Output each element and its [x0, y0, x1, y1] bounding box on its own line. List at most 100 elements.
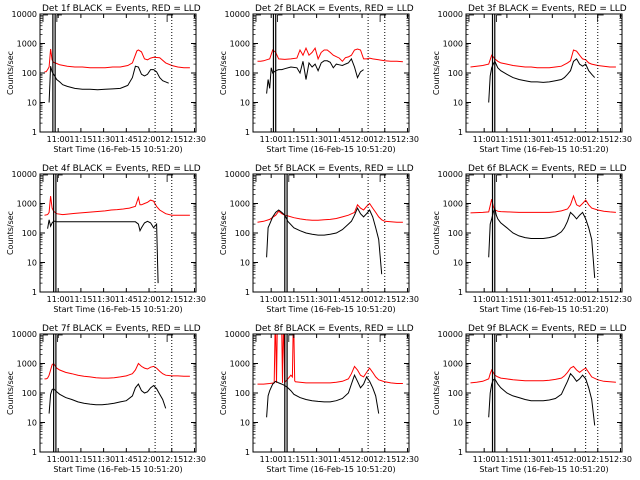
y-tick-label: 100 — [448, 389, 463, 398]
interval-marker-icon — [597, 334, 604, 342]
x-tick-label: 11:00 — [260, 135, 283, 144]
x-tick-label: 11:00 — [47, 135, 70, 144]
lld-series-line — [44, 195, 190, 216]
interval-marker-icon — [255, 14, 261, 22]
lld-series-line — [257, 46, 403, 63]
y-tick-label: 10 — [240, 259, 250, 268]
interval-marker-icon — [496, 174, 502, 182]
x-tick-label: 11:15 — [69, 135, 92, 144]
plot-frame — [252, 13, 410, 133]
y-tick-label: 10 — [27, 259, 37, 268]
y-tick-label: 1000 — [230, 360, 250, 369]
x-tick-label: 11:00 — [47, 295, 70, 304]
x-tick-label: 12:15 — [586, 455, 609, 464]
x-tick-label: 11:30 — [305, 455, 328, 464]
panel-title: Det 8f BLACK = Events, RED = LLD — [255, 324, 414, 334]
interval-marker-icon — [468, 334, 474, 342]
x-tick-label: 12:15 — [373, 295, 396, 304]
events-series-line — [488, 58, 596, 103]
y-tick-label: 100 — [235, 389, 250, 398]
y-tick-label: 1000 — [17, 40, 37, 49]
y-tick-label: 10000 — [438, 170, 463, 179]
panel-title: Det 9f BLACK = Events, RED = LLD — [468, 324, 627, 334]
events-series-line — [266, 206, 383, 275]
y-tick-label: 1000 — [230, 200, 250, 209]
plot-frame — [252, 173, 410, 293]
panel-title: Det 6f BLACK = Events, RED = LLD — [468, 164, 627, 174]
x-tick-label: 12:00 — [564, 135, 587, 144]
y-tick-label: 100 — [448, 229, 463, 238]
x-axis-label: Start Time (16-Feb-15 10:51:20) — [266, 305, 395, 314]
x-tick-label: 11:45 — [328, 295, 351, 304]
interval-marker-icon — [597, 14, 604, 22]
x-tick-label: 12:30 — [396, 455, 419, 464]
y-tick-label: 100 — [448, 69, 463, 78]
x-tick-label: 11:45 — [115, 135, 138, 144]
x-tick-label: 12:00 — [564, 295, 587, 304]
x-tick-label: 11:45 — [328, 455, 351, 464]
x-tick-label: 12:15 — [586, 295, 609, 304]
events-series-line — [488, 206, 596, 278]
x-tick-label: 12:30 — [609, 295, 632, 304]
interval-marker-icon — [277, 14, 283, 22]
x-tick-label: 12:00 — [138, 135, 161, 144]
interval-marker-icon — [255, 334, 261, 342]
events-series-line — [266, 373, 380, 418]
x-tick-label: 12:30 — [183, 455, 206, 464]
x-tick-label: 12:30 — [396, 135, 419, 144]
x-tick-label: 11:45 — [541, 135, 564, 144]
interval-marker-icon — [496, 334, 502, 342]
x-tick-label: 11:30 — [92, 295, 115, 304]
y-tick-label: 1 — [32, 128, 37, 137]
x-axis-label: Start Time (16-Feb-15 10:51:20) — [53, 465, 182, 474]
panel-title: Det 2f BLACK = Events, RED = LLD — [255, 4, 414, 14]
y-tick-label: 10 — [27, 419, 37, 428]
y-tick-label: 10000 — [438, 330, 463, 339]
y-tick-label: 10000 — [225, 330, 250, 339]
y-axis-label: Counts/sec — [219, 371, 228, 415]
x-tick-label: 12:15 — [373, 135, 396, 144]
events-series-line — [48, 65, 169, 103]
y-tick-label: 1 — [458, 288, 463, 297]
y-tick-label: 100 — [22, 229, 37, 238]
lld-series-line — [257, 202, 403, 223]
x-tick-label: 11:00 — [473, 455, 496, 464]
x-tick-label: 11:30 — [518, 135, 541, 144]
plot-frame — [465, 13, 623, 133]
y-tick-label: 1 — [458, 128, 463, 137]
x-tick-label: 12:30 — [183, 135, 206, 144]
y-axis-label: Counts/sec — [6, 51, 15, 95]
y-tick-label: 100 — [22, 389, 37, 398]
interval-marker-icon — [597, 174, 604, 182]
plot-frame — [465, 333, 623, 453]
events-series-line — [488, 372, 596, 426]
x-tick-label: 12:15 — [160, 455, 183, 464]
lld-series-line — [44, 48, 190, 73]
x-tick-label: 11:45 — [115, 455, 138, 464]
interval-marker-icon — [288, 334, 294, 342]
interval-marker-icon — [496, 14, 502, 22]
x-tick-label: 11:15 — [282, 295, 305, 304]
y-tick-label: 10 — [240, 99, 250, 108]
x-tick-label: 11:45 — [115, 295, 138, 304]
x-tick-label: 12:00 — [564, 455, 587, 464]
interval-marker-icon — [468, 14, 474, 22]
panel-title: Det 3f BLACK = Events, RED = LLD — [468, 4, 627, 14]
y-tick-label: 1000 — [17, 200, 37, 209]
y-tick-label: 100 — [235, 229, 250, 238]
y-tick-label: 100 — [22, 69, 37, 78]
x-tick-label: 11:45 — [328, 135, 351, 144]
x-tick-label: 12:00 — [351, 135, 374, 144]
x-tick-label: 12:30 — [609, 135, 632, 144]
x-tick-label: 12:00 — [351, 455, 374, 464]
y-tick-label: 100 — [235, 69, 250, 78]
x-tick-label: 11:30 — [518, 295, 541, 304]
x-tick-label: 11:30 — [305, 295, 328, 304]
x-tick-label: 12:30 — [609, 455, 632, 464]
y-tick-label: 1000 — [443, 360, 463, 369]
events-series-line — [48, 383, 167, 414]
